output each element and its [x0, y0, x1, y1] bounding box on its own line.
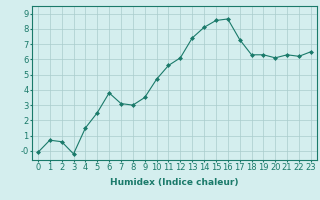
X-axis label: Humidex (Indice chaleur): Humidex (Indice chaleur): [110, 178, 239, 187]
